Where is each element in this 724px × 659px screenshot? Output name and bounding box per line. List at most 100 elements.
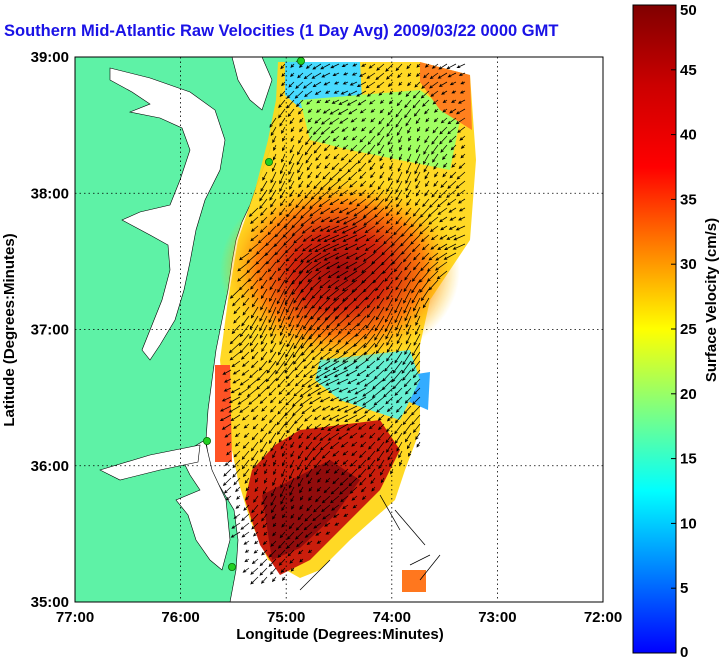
velocity-arrow	[423, 162, 430, 173]
velocity-arrow	[272, 531, 277, 537]
velocity-arrow	[423, 72, 430, 79]
velocity-arrow	[276, 252, 286, 264]
velocity-arrow	[280, 486, 286, 498]
velocity-arrow	[277, 261, 286, 272]
velocity-arrow	[311, 297, 322, 309]
velocity-arrow	[287, 108, 295, 118]
velocity-arrow	[290, 513, 295, 519]
velocity-arrow	[292, 207, 304, 219]
velocity-arrow	[379, 108, 385, 114]
velocity-arrow	[386, 423, 394, 433]
velocity-arrow	[233, 477, 241, 486]
x-axis-label: Longitude (Degrees:Minutes)	[236, 626, 444, 643]
velocity-arrow	[412, 90, 421, 99]
velocity-arrow	[280, 495, 286, 505]
velocity-arrow	[293, 387, 304, 397]
velocity-arrow	[330, 495, 340, 504]
velocity-arrow	[397, 162, 403, 173]
velocity-arrow	[290, 72, 295, 78]
velocity-arrow	[377, 126, 385, 137]
velocity-arrow	[406, 441, 412, 450]
velocity-arrow	[368, 441, 376, 450]
velocity-arrow	[279, 162, 286, 175]
velocity-arrow	[272, 153, 277, 161]
velocity-arrow	[327, 279, 340, 289]
velocity-arrow	[306, 99, 313, 105]
velocity-arrow	[396, 171, 403, 184]
velocity-arrow	[385, 432, 394, 444]
velocity-arrow	[416, 441, 421, 448]
velocity-arrow	[230, 414, 241, 422]
velocity-arrow	[429, 81, 439, 89]
velocity-arrow	[411, 414, 421, 426]
velocity-arrow	[304, 144, 313, 156]
velocity-arrow	[279, 171, 286, 185]
velocity-arrow	[414, 306, 421, 319]
velocity-arrow	[460, 144, 466, 149]
velocity-arrow	[420, 261, 430, 272]
velocity-arrow	[458, 207, 466, 212]
velocity-arrow	[370, 108, 376, 113]
velocity-arrow	[433, 180, 439, 187]
velocity-arrow	[247, 378, 259, 389]
velocity-arrow	[261, 495, 268, 506]
velocity-arrow	[249, 315, 259, 330]
velocity-arrow	[279, 180, 286, 193]
velocity-arrow	[455, 108, 466, 115]
velocity-arrow	[430, 243, 439, 250]
velocity-arrow	[297, 513, 304, 521]
velocity-arrow	[321, 495, 331, 504]
velocity-arrow	[298, 180, 304, 189]
velocity-arrow	[327, 180, 340, 191]
velocity-arrow	[242, 360, 250, 367]
velocity-arrow	[250, 513, 259, 523]
velocity-arrow	[352, 261, 367, 271]
velocity-arrow	[260, 576, 268, 584]
velocity-arrow	[288, 477, 295, 489]
longitude-tick-label: 74:00	[373, 609, 411, 626]
velocity-arrow	[262, 171, 268, 181]
velocity-arrow	[387, 81, 394, 87]
velocity-arrow	[243, 540, 250, 545]
velocity-arrow	[278, 108, 286, 119]
velocity-arrow	[402, 414, 412, 426]
velocity-arrow	[264, 243, 277, 257]
velocity-arrow	[367, 450, 376, 461]
velocity-arrow	[319, 333, 331, 345]
velocity-arrow	[404, 261, 412, 271]
velocity-arrow	[386, 216, 394, 225]
velocity-arrow	[352, 225, 367, 234]
velocity-arrow	[281, 72, 286, 77]
longitude-tick-label: 77:00	[56, 609, 94, 626]
velocity-arrow	[347, 171, 358, 181]
velocity-arrow	[270, 441, 277, 452]
velocity-arrow	[259, 306, 268, 322]
velocity-arrow	[342, 234, 358, 242]
velocity-arrow	[375, 342, 385, 354]
velocity-arrow	[261, 414, 268, 422]
velocity-arrow	[413, 333, 421, 346]
velocity-arrow	[446, 198, 457, 206]
velocity-arrow	[279, 117, 286, 127]
velocity-arrow	[288, 315, 295, 328]
velocity-arrow	[363, 333, 376, 349]
velocity-arrow	[324, 162, 331, 169]
velocity-arrow	[294, 360, 304, 371]
velocity-arrow	[279, 198, 286, 207]
velocity-arrow	[458, 216, 466, 221]
velocity-arrow	[398, 153, 403, 161]
velocity-arrow	[242, 306, 250, 316]
velocity-arrow	[408, 135, 412, 142]
velocity-arrow	[281, 513, 286, 519]
longitude-tick-label: 75:00	[267, 609, 305, 626]
velocity-arrow	[311, 72, 322, 79]
velocity-arrow	[410, 216, 421, 228]
velocity-arrow	[299, 495, 304, 501]
velocity-arrow	[312, 126, 322, 136]
velocity-arrow	[312, 135, 322, 146]
velocity-arrow	[361, 126, 367, 132]
velocity-arrow	[278, 387, 286, 395]
velocity-arrow	[299, 396, 313, 407]
velocity-arrow	[389, 144, 394, 153]
velocity-arrow	[328, 342, 340, 352]
